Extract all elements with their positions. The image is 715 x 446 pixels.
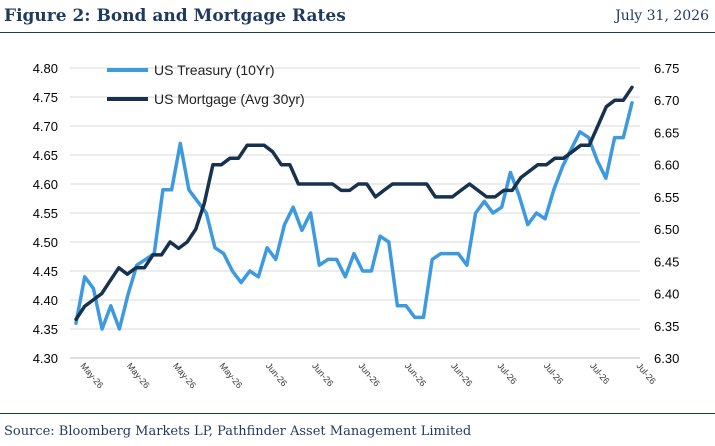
y-right-tick-label: 6.30	[654, 351, 679, 366]
y-left-tick-label: 4.30	[33, 351, 58, 366]
y-right-tick-label: 6.40	[654, 287, 679, 302]
x-tick-label: May-26	[171, 361, 198, 390]
x-tick-label: Jun-26	[449, 361, 474, 389]
y-right-tick-label: 6.65	[654, 125, 679, 140]
right-axis-ticks: 6.30 6.35 6.40 6.45 6.50 6.55 6.60 6.65 6.70 6.75	[654, 61, 679, 366]
y-right-tick-label: 6.75	[654, 61, 679, 76]
y-right-tick-label: 6.55	[654, 190, 679, 205]
y-left-tick-label: 4.40	[33, 293, 58, 308]
y-right-tick-label: 6.50	[654, 222, 679, 237]
source-note: Source: Bloomberg Markets LP, Pathfinder…	[4, 424, 472, 439]
treasury-series-line	[74, 101, 634, 331]
chart-header: Figure 2: Bond and Mortgage Rates July 3…	[0, 0, 715, 34]
x-axis-ticks: May-26 May-26 May-26 May-26 Jun-26 Jun-26 Jun-…	[78, 361, 657, 390]
y-left-tick-label: 4.50	[33, 235, 58, 250]
legend-label-mortgage: US Mortgage (Avg 30yr)	[154, 91, 305, 107]
y-right-tick-label: 6.45	[654, 254, 679, 269]
left-axis-ticks: 4.30 4.35 4.40 4.45 4.50 4.55 4.60 4.65 4.70 4.75…	[33, 61, 58, 366]
legend: US Treasury (10Yr) US Mortgage (Avg 30yr…	[107, 62, 305, 107]
y-left-tick-label: 4.75	[33, 90, 58, 105]
x-tick-label: Jul-26	[542, 361, 565, 386]
y-left-tick-label: 4.65	[33, 148, 58, 163]
x-tick-label: May-26	[125, 361, 152, 390]
y-left-tick-label: 4.55	[33, 206, 58, 221]
y-left-tick-label: 4.45	[33, 264, 58, 279]
y-right-tick-label: 6.35	[654, 319, 679, 334]
gridlines	[70, 67, 640, 330]
chart-title: Figure 2: Bond and Mortgage Rates	[4, 6, 346, 26]
x-tick-label: May-26	[78, 361, 105, 390]
footer-divider	[0, 413, 715, 414]
x-tick-label: May-26	[217, 361, 244, 390]
y-right-tick-label: 6.70	[654, 93, 679, 108]
x-tick-label: Jul-26	[495, 361, 518, 386]
x-tick-label: Jun-26	[356, 361, 381, 389]
report-date: July 31, 2026	[615, 8, 709, 24]
series-lines	[74, 85, 634, 331]
legend-label-treasury: US Treasury (10Yr)	[154, 62, 275, 78]
x-tick-label: Jun-26	[310, 361, 335, 389]
y-left-tick-label: 4.70	[33, 119, 58, 134]
y-left-tick-label: 4.80	[33, 61, 58, 76]
y-left-tick-label: 4.35	[33, 322, 58, 337]
x-tick-label: Jun-26	[264, 361, 289, 389]
y-right-tick-label: 6.60	[654, 158, 679, 173]
header-divider	[0, 32, 715, 33]
y-left-tick-label: 4.60	[33, 177, 58, 192]
mortgage-series-line	[74, 85, 634, 322]
x-tick-label: Jul-26	[588, 361, 611, 386]
x-tick-label: Jun-26	[403, 361, 428, 389]
